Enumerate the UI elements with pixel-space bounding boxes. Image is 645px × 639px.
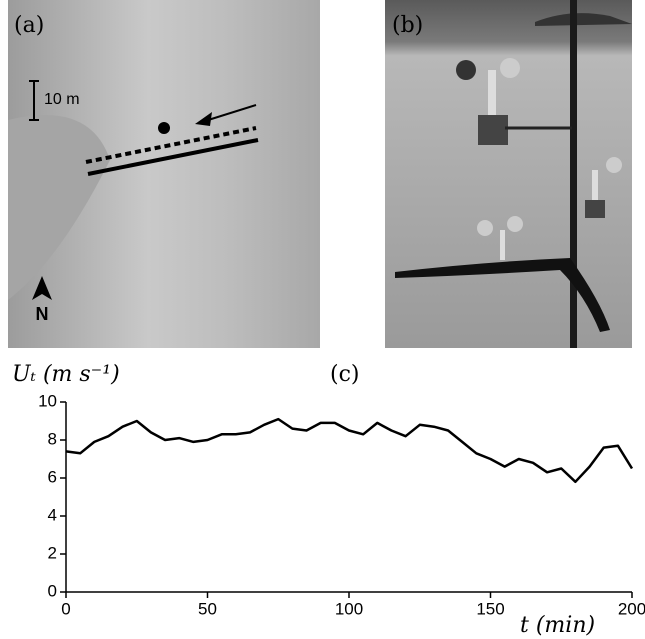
photo-a	[8, 0, 320, 348]
photo-b	[385, 0, 632, 348]
x-axis-label: t (min)	[520, 613, 595, 638]
y-tick-label: 2	[48, 543, 57, 562]
panel-label: (a)	[14, 13, 44, 38]
data-line	[65, 417, 634, 484]
y-axis-label: Uₜ (m s⁻¹)	[12, 362, 120, 387]
panel-label: (b)	[392, 13, 423, 38]
x-tick-label: 0	[61, 599, 70, 618]
y-tick-label: 8	[48, 429, 57, 448]
y-tick-label: 10	[38, 391, 57, 410]
panel-label: (c)	[330, 362, 360, 387]
x-tick-label: 200	[618, 599, 645, 618]
scale-label: 10 m	[44, 91, 80, 108]
y-tick-label: 0	[48, 581, 57, 600]
y-tick-label: 6	[48, 467, 57, 486]
north-label: N	[36, 304, 49, 324]
x-tick-label: 150	[476, 599, 504, 618]
y-tick-label: 4	[48, 505, 57, 524]
x-tick-label: 50	[198, 599, 217, 618]
x-tick-label: 100	[335, 599, 363, 618]
